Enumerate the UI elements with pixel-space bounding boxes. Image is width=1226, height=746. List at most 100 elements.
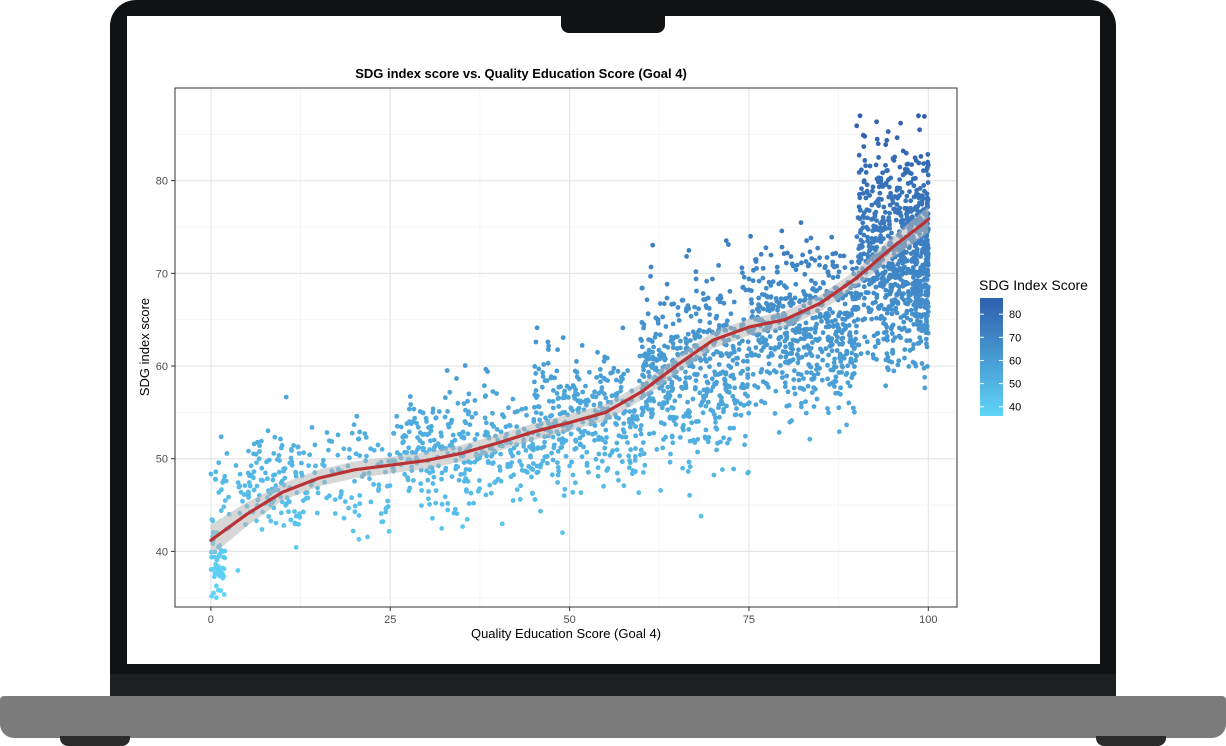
data-point <box>650 349 655 355</box>
data-point <box>427 447 432 452</box>
data-point <box>787 341 793 347</box>
data-point <box>785 250 790 256</box>
data-point <box>863 290 869 295</box>
data-point <box>742 442 747 448</box>
data-point <box>218 588 224 593</box>
data-point <box>780 303 786 309</box>
data-point <box>826 334 831 340</box>
data-point <box>882 224 888 230</box>
data-point <box>519 406 525 412</box>
data-point <box>248 463 254 469</box>
data-point <box>790 357 796 363</box>
data-point <box>641 322 647 327</box>
data-point <box>420 432 425 437</box>
data-point <box>925 291 931 296</box>
data-point <box>914 272 919 277</box>
data-point <box>865 226 871 232</box>
data-point <box>700 410 706 416</box>
data-point <box>217 552 222 557</box>
data-point <box>216 490 222 495</box>
data-point <box>213 469 219 475</box>
data-point <box>657 332 663 338</box>
data-point <box>882 316 887 322</box>
data-point <box>642 462 648 468</box>
data-point <box>282 466 288 471</box>
data-point <box>820 357 826 363</box>
data-point <box>646 337 651 342</box>
data-point <box>650 242 656 248</box>
data-point <box>209 517 215 522</box>
data-point <box>216 460 222 466</box>
data-point <box>900 148 906 154</box>
data-point <box>750 371 756 377</box>
data-point <box>540 374 546 379</box>
data-point <box>671 414 676 420</box>
data-point <box>784 260 789 266</box>
data-point <box>852 364 857 369</box>
data-point <box>686 427 692 432</box>
data-point <box>595 473 601 479</box>
data-point <box>638 423 644 428</box>
data-point <box>777 363 783 368</box>
data-point <box>833 317 838 323</box>
data-point <box>664 281 670 287</box>
data-point <box>774 298 780 304</box>
data-point <box>357 501 363 507</box>
colorbar-tick-label: 60 <box>1009 355 1021 367</box>
data-point <box>582 428 588 434</box>
data-point <box>335 432 341 438</box>
data-point <box>796 356 802 361</box>
data-point <box>532 404 537 410</box>
data-point <box>806 332 812 337</box>
data-point <box>917 127 922 133</box>
data-point <box>641 361 647 367</box>
data-point <box>582 399 587 405</box>
data-point <box>541 444 547 450</box>
data-point <box>277 458 282 463</box>
data-point <box>443 465 449 471</box>
data-point <box>696 306 701 312</box>
data-point <box>514 487 520 492</box>
data-point <box>283 501 289 507</box>
data-point <box>293 545 299 550</box>
data-point <box>560 335 566 340</box>
data-point <box>884 310 890 316</box>
data-point <box>577 400 583 406</box>
data-point <box>785 389 791 395</box>
data-point <box>554 368 560 374</box>
data-point <box>919 240 924 246</box>
data-point <box>890 338 896 343</box>
data-point <box>829 348 835 354</box>
data-point <box>880 270 885 276</box>
data-point <box>289 448 294 453</box>
data-point <box>538 462 544 468</box>
data-point <box>697 390 703 396</box>
data-point <box>686 459 692 465</box>
data-point <box>641 325 646 331</box>
data-point <box>489 452 495 457</box>
data-point <box>746 276 752 282</box>
data-point <box>291 443 296 448</box>
data-point <box>555 465 561 470</box>
data-point <box>685 331 691 337</box>
data-point <box>785 360 791 366</box>
data-point <box>439 476 444 482</box>
data-point <box>618 384 624 390</box>
data-point <box>352 503 358 509</box>
data-point <box>919 361 925 366</box>
data-point <box>554 391 560 396</box>
data-point <box>904 162 910 167</box>
data-point <box>857 195 863 201</box>
data-point <box>910 268 915 274</box>
data-point <box>614 447 620 453</box>
data-point <box>508 450 514 456</box>
data-point <box>878 225 884 231</box>
laptop-foot-right <box>1096 736 1166 746</box>
data-point <box>756 295 762 301</box>
data-point <box>811 385 817 390</box>
data-point <box>773 345 778 351</box>
data-point <box>804 238 809 244</box>
data-point <box>817 336 822 342</box>
data-point <box>296 521 301 527</box>
data-point <box>264 459 269 465</box>
